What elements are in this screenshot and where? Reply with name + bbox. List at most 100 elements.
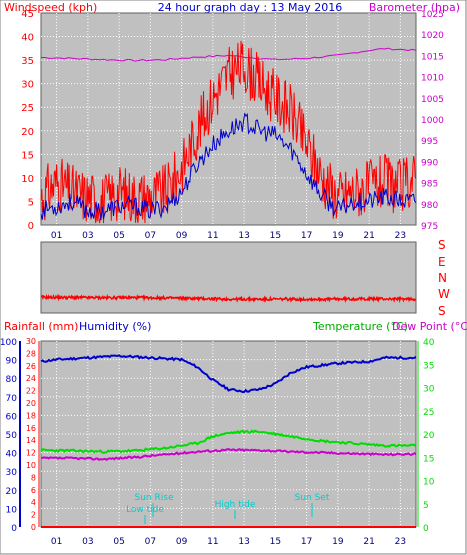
hour-tick-label: 19 [332,231,344,241]
direction-label-e: E [438,255,446,269]
humidity-line [40,354,417,393]
temperature-tick-label: 15 [423,454,434,464]
barometer-tick-label: 990 [421,158,438,168]
barometer-tick-label: 975 [421,222,438,232]
sunrise-label: Sun Rise [135,493,174,503]
barometer-tick-label: 1025 [421,10,444,20]
windspeed-tick-label: 20 [21,127,34,138]
hour-tick-label: 09 [176,231,188,241]
hour-tick-label: 03 [82,231,93,241]
humidity-tick-label: 70 [6,394,18,404]
hour-tick-label-lower: 07 [145,537,156,547]
windspeed-tick-label: 30 [21,80,34,91]
windspeed-tick-label: 45 [21,9,34,20]
humidity-tick-label: 0 [11,524,17,534]
rainfall-tick-label: 16 [26,424,36,433]
rainfall-tick-label: 20 [26,399,36,408]
windspeed-line [40,40,417,224]
windspeed-tick-label: 35 [21,56,34,67]
rainfall-tick-label: 18 [26,411,36,420]
humidity-tick-label: 30 [6,468,18,478]
hour-tick-label: 21 [363,231,374,241]
hour-tick-label: 13 [238,231,249,241]
hour-tick-label: 23 [395,231,406,241]
humidity-tick-label: 80 [6,375,18,385]
hour-tick-label-lower: 09 [176,537,188,547]
temperature-tick-label: 5 [423,501,429,511]
hour-tick-label-lower: 11 [207,537,218,547]
barometer-axis-title: Barometer (hpa) [369,1,460,14]
rainfall-tick-label: 4 [31,498,36,507]
windspeed-tick-label: 5 [28,197,34,208]
barometer-tick-label: 1010 [421,74,444,84]
temperature-tick-label: 25 [423,408,434,418]
sun-tide-markers: Sun Rise Low tide High tide Sun Set [126,493,330,524]
wind-barometer-panel: 0510152025303540459759809859909951000100… [21,9,444,241]
temp-humidity-panel: 0102030405060708090100024681012141618202… [0,337,435,547]
temperature-tick-label: 0 [423,524,429,534]
humidity-tick-label: 20 [6,487,18,497]
rainfall-tick-label: 2 [31,511,36,520]
dewpoint-line [40,448,417,461]
dewpoint-axis-title: Dew Point (°C) [392,320,467,333]
hour-tick-label-lower: 23 [395,537,406,547]
rainfall-tick-label: 0 [31,523,36,532]
temperature-tick-label: 10 [423,478,435,488]
direction-plot-area [40,241,417,314]
windspeed-tick-label: 25 [21,103,34,114]
hour-tick-label-lower: 15 [270,537,281,547]
barometer-tick-label: 1015 [421,52,444,62]
hour-tick-label: 11 [207,231,218,241]
barometer-tick-label: 1005 [421,95,444,105]
humidity-tick-label: 100 [0,338,17,348]
rainfall-tick-label: 26 [26,362,36,371]
rainfall-tick-label: 22 [26,387,36,396]
wind-direction-labels: S E N W S [438,238,450,318]
hour-tick-label-lower: 03 [82,537,93,547]
windspeed-tick-label: 0 [28,221,34,232]
hour-tick-label: 17 [301,231,312,241]
hour-tick-label-lower: 19 [332,537,344,547]
sunset-label: Sun Set [295,493,330,503]
temperature-line [40,429,417,454]
chart-title: 24 hour graph day : 13 May 2016 [158,1,343,14]
rainfall-axis-title: Rainfall (mm) [4,320,78,333]
temperature-tick-label: 20 [423,431,435,441]
barometer-tick-label: 995 [421,137,438,147]
temperature-tick-label: 35 [423,361,434,371]
rainfall-tick-label: 8 [31,473,36,482]
rainfall-tick-label: 14 [26,436,36,445]
hour-tick-label-lower: 01 [51,537,62,547]
hightide-label: High tide [215,500,256,510]
lowtide-label: Low tide [126,505,164,515]
rainfall-tick-label: 6 [31,486,36,495]
direction-label-n: N [438,271,447,285]
direction-label-s-top: S [438,238,446,252]
rainfall-tick-label: 28 [26,349,36,358]
hour-tick-label: 07 [145,231,156,241]
humidity-tick-label: 50 [6,431,18,441]
rainfall-tick-label: 12 [26,449,36,458]
direction-label-s-bottom: S [438,304,446,318]
humidity-tick-label: 90 [6,357,18,367]
hour-tick-label-lower: 13 [238,537,249,547]
rainfall-tick-label: 24 [26,374,36,383]
humidity-axis-title: Humidity (%) [79,320,151,333]
hour-tick-label: 05 [113,231,124,241]
humidity-tick-label: 60 [6,412,18,422]
windspeed-tick-label: 10 [21,174,34,185]
temperature-tick-label: 30 [423,385,435,395]
temperature-axis-title: Temperature (°C) [312,320,408,333]
windspeed-tick-label: 15 [21,150,34,161]
rainfall-tick-label: 30 [26,337,36,346]
windspeed-tick-label: 40 [21,33,34,44]
barometer-tick-label: 985 [421,180,438,190]
direction-label-w: W [438,287,450,301]
wind-direction-line [40,293,417,304]
wind-direction-panel [40,241,417,314]
hour-tick-label: 15 [270,231,281,241]
humidity-tick-label: 40 [6,450,18,460]
rainfall-tick-label: 10 [26,461,36,470]
